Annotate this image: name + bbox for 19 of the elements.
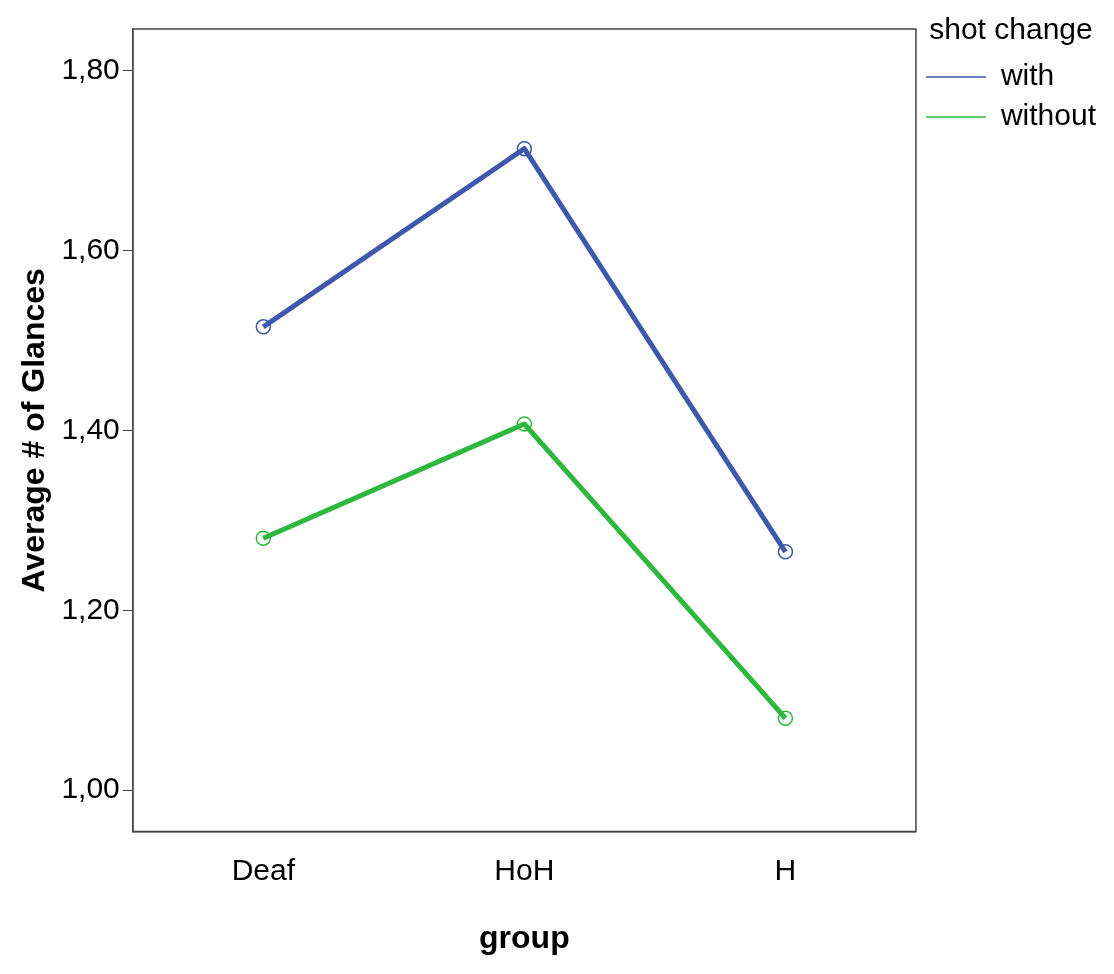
y-tick-label: 1,60 [61,231,120,265]
y-axis-title: Average # of Glances [15,268,52,593]
x-tick-label: Deaf [231,852,296,886]
point [777,544,794,560]
point [777,710,794,726]
point [516,140,533,157]
x-tick-label: H [774,852,797,886]
legend-label: with [999,58,1055,92]
y-tick-label: 1,00 [61,771,120,805]
y-tick-label: 1,20 [61,591,120,625]
point [255,319,272,335]
x-axis-title: group [479,918,570,955]
point [516,416,533,432]
x-tick-label: HoH [494,852,555,886]
y-tick-label: 1,80 [61,51,120,85]
legend-title: shot change [929,12,1093,46]
point [255,530,272,547]
legend-label: without [999,98,1097,132]
y-tick-label: 1,40 [61,411,120,445]
